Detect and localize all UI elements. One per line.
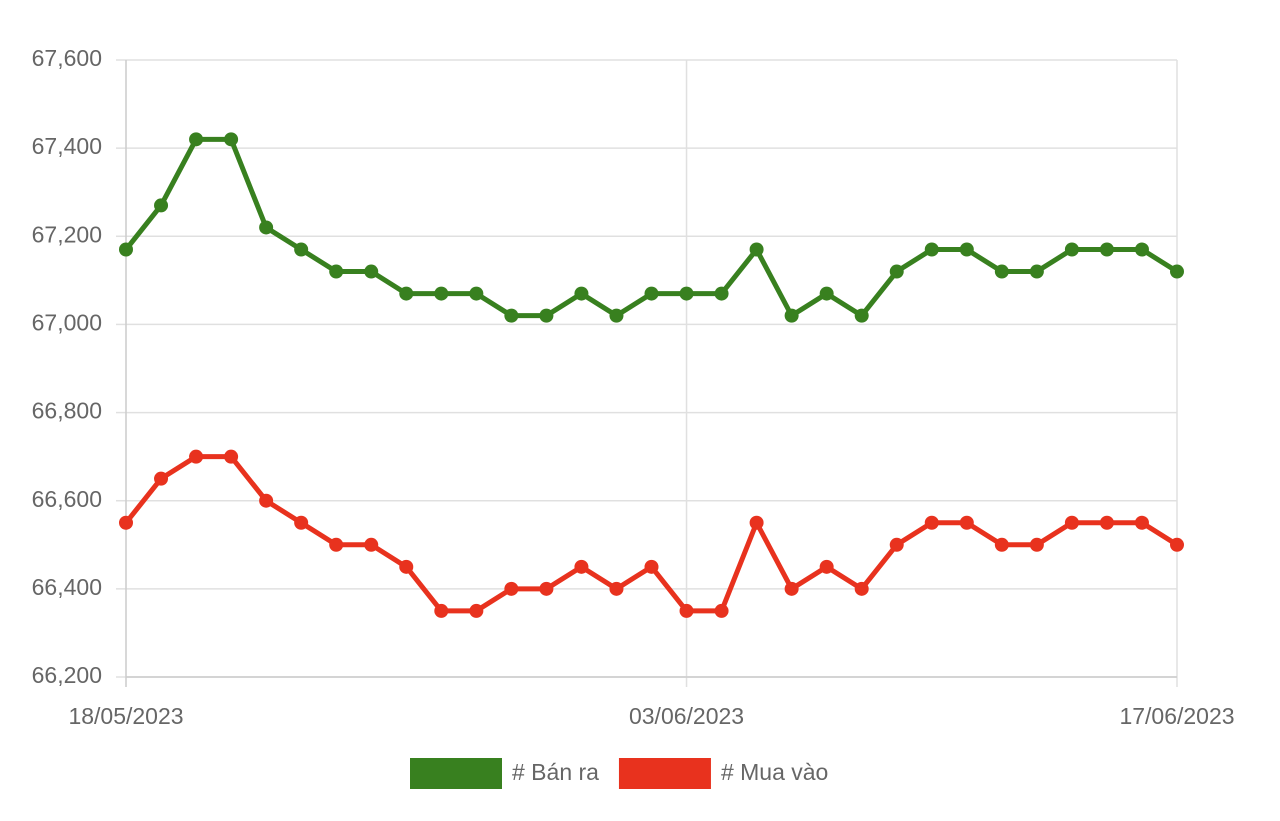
y-tick-label: 66,200 xyxy=(32,662,102,688)
point xyxy=(1099,515,1114,530)
y-tick-label: 67,200 xyxy=(32,221,102,247)
line xyxy=(124,454,1179,614)
point xyxy=(364,537,379,552)
point xyxy=(1064,515,1079,530)
point xyxy=(819,286,834,301)
point xyxy=(189,132,204,147)
point xyxy=(1029,264,1044,279)
point xyxy=(609,308,624,323)
point xyxy=(294,242,309,257)
point xyxy=(924,515,939,530)
x-tick-label: 03/06/2023 xyxy=(629,703,744,729)
point xyxy=(469,286,484,301)
point xyxy=(1029,537,1044,552)
x-tick-label: 18/05/2023 xyxy=(68,703,183,729)
point xyxy=(224,132,239,147)
point xyxy=(749,515,764,530)
point xyxy=(539,581,554,596)
y-tick-label: 66,400 xyxy=(32,574,102,600)
point xyxy=(644,559,659,574)
point xyxy=(504,581,519,596)
point xyxy=(679,286,694,301)
point xyxy=(154,198,169,213)
legend-swatch xyxy=(410,758,502,789)
point xyxy=(784,308,799,323)
point xyxy=(854,581,869,596)
point xyxy=(259,220,274,235)
y-tick-label: 67,400 xyxy=(32,133,102,159)
point xyxy=(644,286,659,301)
legend-swatch xyxy=(618,758,711,789)
point xyxy=(679,603,694,618)
point xyxy=(1170,264,1184,279)
point xyxy=(1099,242,1114,257)
point xyxy=(189,449,204,464)
point xyxy=(364,264,379,279)
point xyxy=(574,286,589,301)
point xyxy=(959,515,974,530)
point xyxy=(819,559,834,574)
legend-label: # Mua vào xyxy=(721,759,828,785)
point xyxy=(434,286,449,301)
point xyxy=(539,308,554,323)
point xyxy=(749,242,764,257)
point xyxy=(1134,242,1149,257)
point xyxy=(714,603,729,618)
point xyxy=(119,515,133,530)
point xyxy=(1134,515,1149,530)
y-tick-label: 66,600 xyxy=(32,486,102,512)
x-tick-label: 17/06/2023 xyxy=(1119,703,1234,729)
point xyxy=(1064,242,1079,257)
point xyxy=(399,286,414,301)
point xyxy=(609,581,624,596)
point xyxy=(889,537,904,552)
y-tick-label: 67,000 xyxy=(32,310,102,336)
y-tick-label: 67,600 xyxy=(32,45,102,71)
point xyxy=(399,559,414,574)
point xyxy=(329,537,344,552)
point xyxy=(504,308,519,323)
point xyxy=(119,242,133,257)
point xyxy=(259,493,274,508)
point xyxy=(154,471,169,486)
point xyxy=(924,242,939,257)
point xyxy=(994,537,1009,552)
point xyxy=(434,603,449,618)
point xyxy=(224,449,239,464)
point xyxy=(329,264,344,279)
point xyxy=(959,242,974,257)
point xyxy=(469,603,484,618)
point xyxy=(889,264,904,279)
point xyxy=(574,559,589,574)
point xyxy=(294,515,309,530)
point xyxy=(784,581,799,596)
point xyxy=(714,286,729,301)
y-tick-label: 66,800 xyxy=(32,398,102,424)
point xyxy=(1170,537,1184,552)
point xyxy=(994,264,1009,279)
legend-label: # Bán ra xyxy=(512,759,599,785)
point xyxy=(854,308,869,323)
